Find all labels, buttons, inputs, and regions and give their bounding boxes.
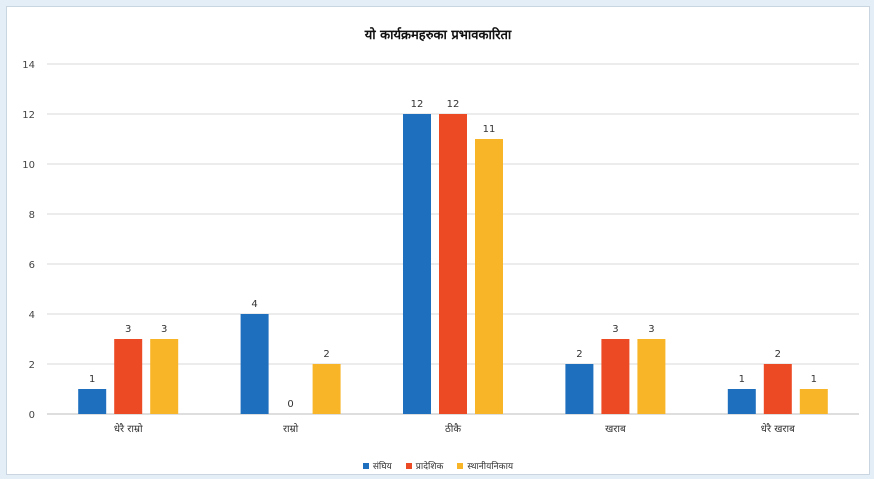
chart-legend: संघिय प्रादेशिक स्थानीयनिकाय <box>7 459 869 472</box>
y-tick-label: 0 <box>29 410 35 421</box>
x-tick-label: धेरै खराब <box>761 423 795 435</box>
data-label: 1 <box>739 374 745 385</box>
bar-3 <box>637 339 666 414</box>
bar-1 <box>727 389 756 414</box>
x-tick-label: राम्रो <box>283 423 299 435</box>
y-tick-label: 2 <box>29 360 35 371</box>
bar-3 <box>799 389 828 414</box>
bar-3 <box>475 139 503 414</box>
data-label: 3 <box>612 324 618 335</box>
legend-item: स्थानीयनिकाय <box>457 459 513 472</box>
data-label: 3 <box>161 324 167 335</box>
x-tick-label: खराब <box>605 424 626 435</box>
bar-1 <box>565 364 594 414</box>
data-label: 12 <box>447 99 460 110</box>
data-label: 12 <box>411 99 424 110</box>
y-tick-label: 12 <box>22 110 35 121</box>
y-tick-label: 4 <box>29 310 35 321</box>
bar-3 <box>312 364 341 414</box>
data-label: 2 <box>323 349 329 360</box>
bar-2 <box>114 339 143 414</box>
data-label: 3 <box>125 324 131 335</box>
chart-frame: यो कार्यक्रमहरुका प्रभावकारिता 0 2 4 6 8 10 12… <box>6 6 870 475</box>
bar-1 <box>78 389 107 414</box>
legend-item: प्रादेशिक <box>405 459 444 472</box>
legend-swatch <box>457 462 464 469</box>
data-label: 2 <box>576 349 582 360</box>
data-label: 4 <box>251 299 257 310</box>
y-tick-label: 8 <box>29 210 35 221</box>
legend-item: संघिय <box>362 459 392 472</box>
data-label: 2 <box>775 349 781 360</box>
bar-2 <box>439 114 467 414</box>
legend-label: प्रादेशिक <box>415 462 444 472</box>
x-tick-label: ठीकै <box>445 423 461 435</box>
data-label: 3 <box>648 324 654 335</box>
legend-swatch <box>405 462 412 469</box>
bar-1 <box>240 314 269 414</box>
chart-title: यो कार्यक्रमहरुका प्रभावकारिता <box>364 28 512 43</box>
bar-1 <box>403 114 431 414</box>
y-tick-label: 10 <box>22 160 35 171</box>
legend-label: संघिय <box>372 462 392 472</box>
legend-label: स्थानीयनिकाय <box>467 462 514 472</box>
data-label: 0 <box>287 399 293 410</box>
y-tick-label: 14 <box>22 60 35 71</box>
bar-2 <box>763 364 792 414</box>
data-label: 11 <box>483 124 496 135</box>
bar-3 <box>150 339 179 414</box>
legend-swatch <box>362 462 369 469</box>
bar-2 <box>601 339 630 414</box>
y-tick-label: 6 <box>29 260 35 271</box>
data-label: 1 <box>89 374 95 385</box>
data-label: 1 <box>811 374 817 385</box>
x-tick-label: धेरै राम्रो <box>114 423 143 435</box>
